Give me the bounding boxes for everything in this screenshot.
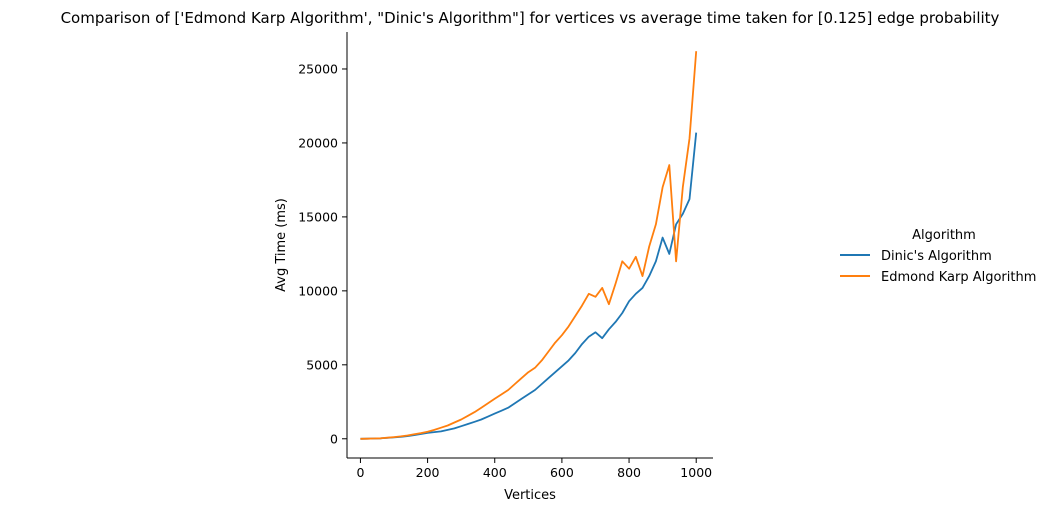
x-tick-label: 600 [550, 465, 574, 480]
legend-items: Dinic's Algorithm Edmond Karp Algorithm [840, 249, 1036, 285]
x-tick-label: 400 [483, 465, 507, 480]
y-axis-label: Avg Time (ms) [274, 198, 289, 292]
series-line-edmond-karp-algorithm [360, 51, 698, 440]
legend-label: Dinic's Algorithm [881, 249, 992, 264]
legend-title: Algorithm [912, 228, 976, 243]
y-tick-label: 10000 [298, 283, 338, 298]
x-ticks: 0 200 400 600 800 1000 [356, 458, 712, 480]
x-tick-label: 1000 [680, 465, 712, 480]
x-tick-label: 200 [416, 465, 440, 480]
y-tick-label: 15000 [298, 209, 338, 224]
chart-title: Comparison of ['Edmond Karp Algorithm', … [61, 9, 1000, 27]
series-line-dinic-s-algorithm [360, 132, 698, 440]
y-tick-label: 25000 [298, 61, 338, 76]
y-ticks: 0 5000 10000 15000 20000 25000 [298, 61, 347, 446]
y-tick-label: 5000 [306, 357, 338, 372]
plot-area: 0 200 400 600 800 1000 0 5000 10000 15000 20000 25… [298, 32, 713, 480]
y-tick-label: 20000 [298, 135, 338, 150]
series-lines [360, 51, 698, 440]
x-tick-label: 0 [356, 465, 364, 480]
legend: Algorithm Dinic's Algorithm Edmond Karp A… [840, 228, 1036, 285]
legend-label: Edmond Karp Algorithm [881, 270, 1036, 285]
y-tick-label: 0 [330, 431, 338, 446]
x-tick-label: 800 [617, 465, 641, 480]
x-axis-label: Vertices [504, 488, 556, 503]
